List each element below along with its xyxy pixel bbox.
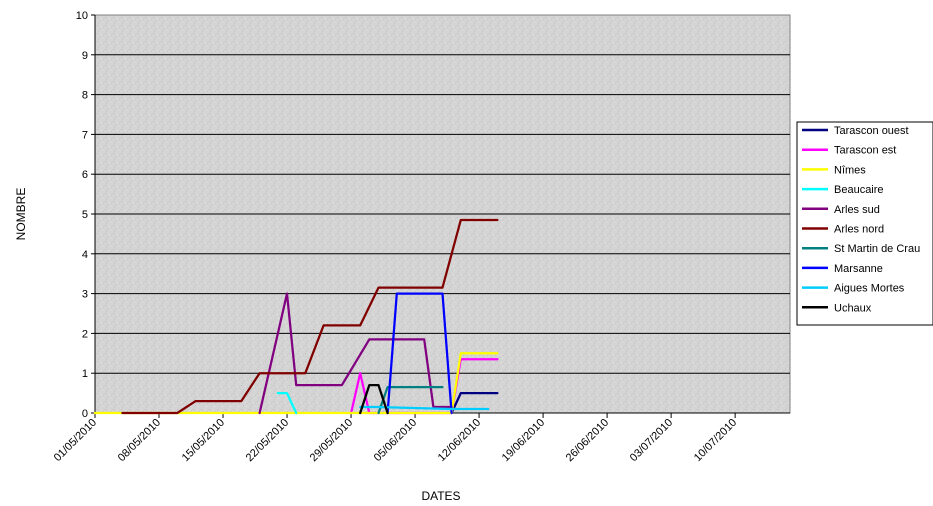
series-line-8 [386,292,453,415]
x-tick-label: 05/06/2010 [372,417,419,464]
legend: Tarascon ouest Tarascon est Nîmes Beaucaire… [796,121,933,326]
x-axis-title: DATES [421,489,460,503]
series-line-6 [121,218,499,415]
legend-box [796,121,933,326]
y-tick-label: 5 [82,209,88,221]
x-tick-label: 19/06/2010 [500,417,547,464]
y-tick-label: 3 [82,289,88,301]
x-tick-label: 08/05/2010 [116,417,163,464]
series-line-1 [450,391,499,415]
x-tick-label: 12/06/2010 [436,417,483,464]
legend-label: St Martin de Crau [834,243,920,255]
legend-label: Arles nord [834,224,884,236]
x-tick-label: 22/05/2010 [244,417,291,464]
y-axis-title: NOMBRE [14,188,28,241]
legend-label: Nîmes [834,164,866,176]
y-tick-label: 2 [82,328,88,340]
series-line-9 [359,405,490,411]
x-tick-label: 15/05/2010 [180,417,227,464]
legend-label: Tarascon est [834,145,896,157]
series-line-4 [276,391,298,415]
legend-label: Arles sud [834,204,880,216]
x-tick-label: 26/06/2010 [564,417,611,464]
legend-label: Aigues Mortes [834,283,905,295]
y-tick-label: 7 [82,129,88,141]
series-line-7 [377,385,444,415]
y-tick-label: 4 [82,249,88,261]
y-tick-label: 1 [82,368,88,380]
y-tick-label: 9 [82,50,88,62]
x-tick-label: 01/05/2010 [52,417,99,464]
legend-label: Marsanne [834,263,883,275]
legend-label: Tarascon ouest [834,125,909,137]
x-tick-label: 03/07/2010 [628,417,675,464]
series-line-5 [258,292,453,415]
x-tick-label: 10/07/2010 [692,417,739,464]
y-tick-label: 10 [76,10,88,22]
y-tick-label: 0 [82,408,88,420]
series-line-10 [359,383,389,415]
y-tick-label: 8 [82,90,88,102]
x-tick-label: 29/05/2010 [308,417,355,464]
legend-label: Uchaux [834,302,872,314]
y-tick-label: 6 [82,169,88,181]
legend-label: Beaucaire [834,184,884,196]
